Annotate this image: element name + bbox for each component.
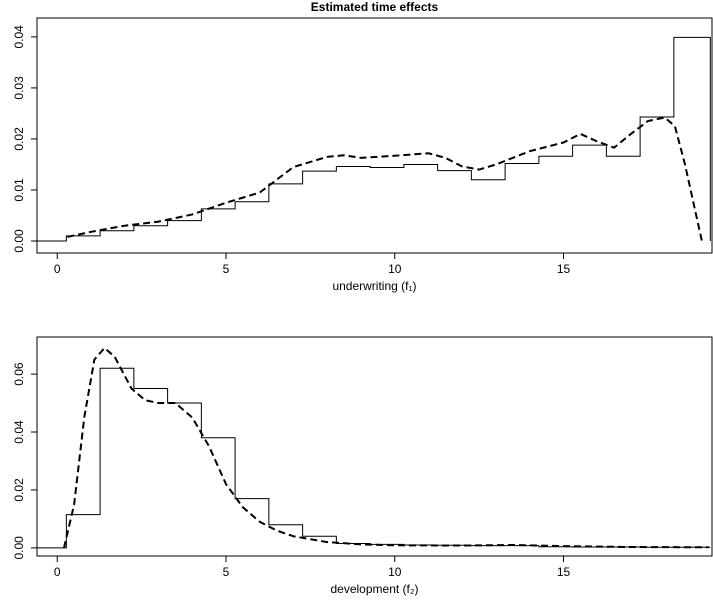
y-tick-label: 0.04: [12, 25, 26, 49]
x-axis-title: underwriting (f₁): [332, 279, 416, 293]
step-line: [37, 36, 711, 242]
x-tick-label: 15: [557, 262, 571, 276]
x-tick-label: 15: [557, 565, 571, 579]
chart-title: Estimated time effects: [311, 0, 439, 14]
y-tick-label: 0.00: [12, 536, 26, 560]
y-tick-label: 0.06: [12, 362, 26, 386]
x-tick-label: 10: [388, 262, 402, 276]
y-tick-label: 0.04: [12, 420, 26, 444]
y-tick-label: 0.03: [12, 76, 26, 100]
x-axis-title: development (f₂): [330, 582, 418, 596]
x-tick-label: 5: [223, 262, 230, 276]
plot-frame: [36, 17, 713, 254]
y-tick-label: 0.01: [12, 178, 26, 202]
y-tick-label: 0.00: [12, 229, 26, 253]
plot-frame: [36, 336, 713, 557]
x-tick-label: 5: [223, 565, 230, 579]
x-tick-label: 0: [54, 262, 61, 276]
x-tick-label: 10: [388, 565, 402, 579]
dashed-curve: [67, 116, 703, 242]
y-tick-label: 0.02: [12, 478, 26, 502]
dashed-curve: [63, 346, 709, 549]
x-tick-label: 0: [54, 565, 61, 579]
y-tick-label: 0.02: [12, 127, 26, 151]
